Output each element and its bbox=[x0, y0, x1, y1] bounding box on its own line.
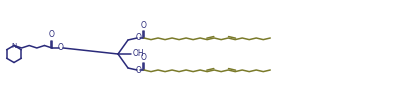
Text: O: O bbox=[136, 33, 142, 42]
Text: O: O bbox=[49, 30, 55, 39]
Text: O: O bbox=[58, 43, 64, 52]
Text: OH: OH bbox=[133, 49, 144, 58]
Text: O: O bbox=[141, 21, 147, 30]
Text: N: N bbox=[11, 42, 17, 48]
Text: O: O bbox=[141, 53, 147, 62]
Text: O: O bbox=[136, 66, 142, 75]
